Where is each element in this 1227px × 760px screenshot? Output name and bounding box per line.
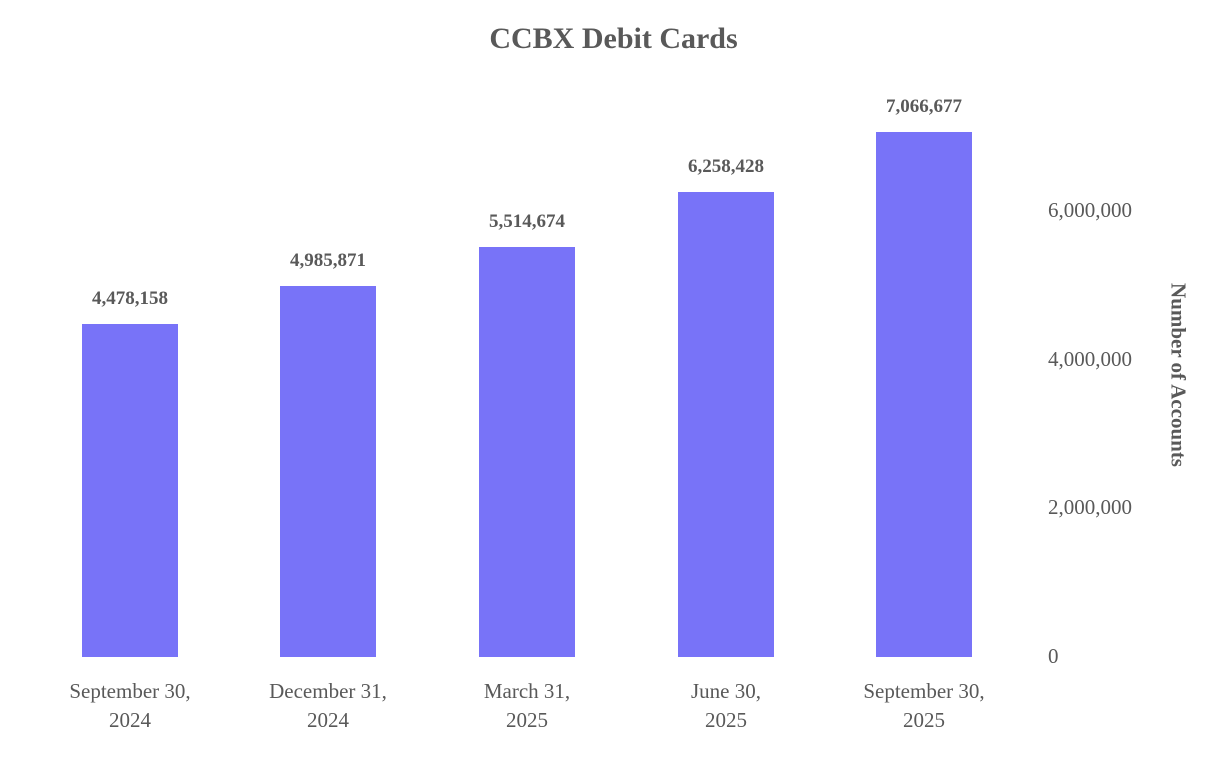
x-tick-label: March 31, 2025 [483,679,571,732]
x-tick-label: December 31, 2024 [269,679,387,732]
x-tick-label: June 30, 2025 [691,679,761,732]
x-tick-label: September 30, 2025 [863,679,985,732]
bar-value-label: 4,478,158 [92,288,168,310]
bar-value-label: 4,985,871 [290,250,366,272]
x-tick-label: September 30, 2024 [69,679,191,732]
y-tick-label: 2,000,000 [1048,495,1132,520]
y-axis-label: Number of Accounts [1166,283,1191,467]
bar-value-label: 7,066,677 [886,95,962,117]
y-tick-label: 4,000,000 [1048,346,1132,371]
bar-value-label: 6,258,428 [688,155,764,177]
bar [876,131,972,657]
bar [678,191,774,657]
chart-title: CCBX Debit Cards [489,22,738,55]
bar-value-label: 5,514,674 [489,211,565,233]
bar [82,324,178,657]
y-tick-label: 0 [1048,644,1059,668]
bar [479,247,575,657]
y-tick-label: 6,000,000 [1048,198,1132,222]
bar [280,286,376,657]
